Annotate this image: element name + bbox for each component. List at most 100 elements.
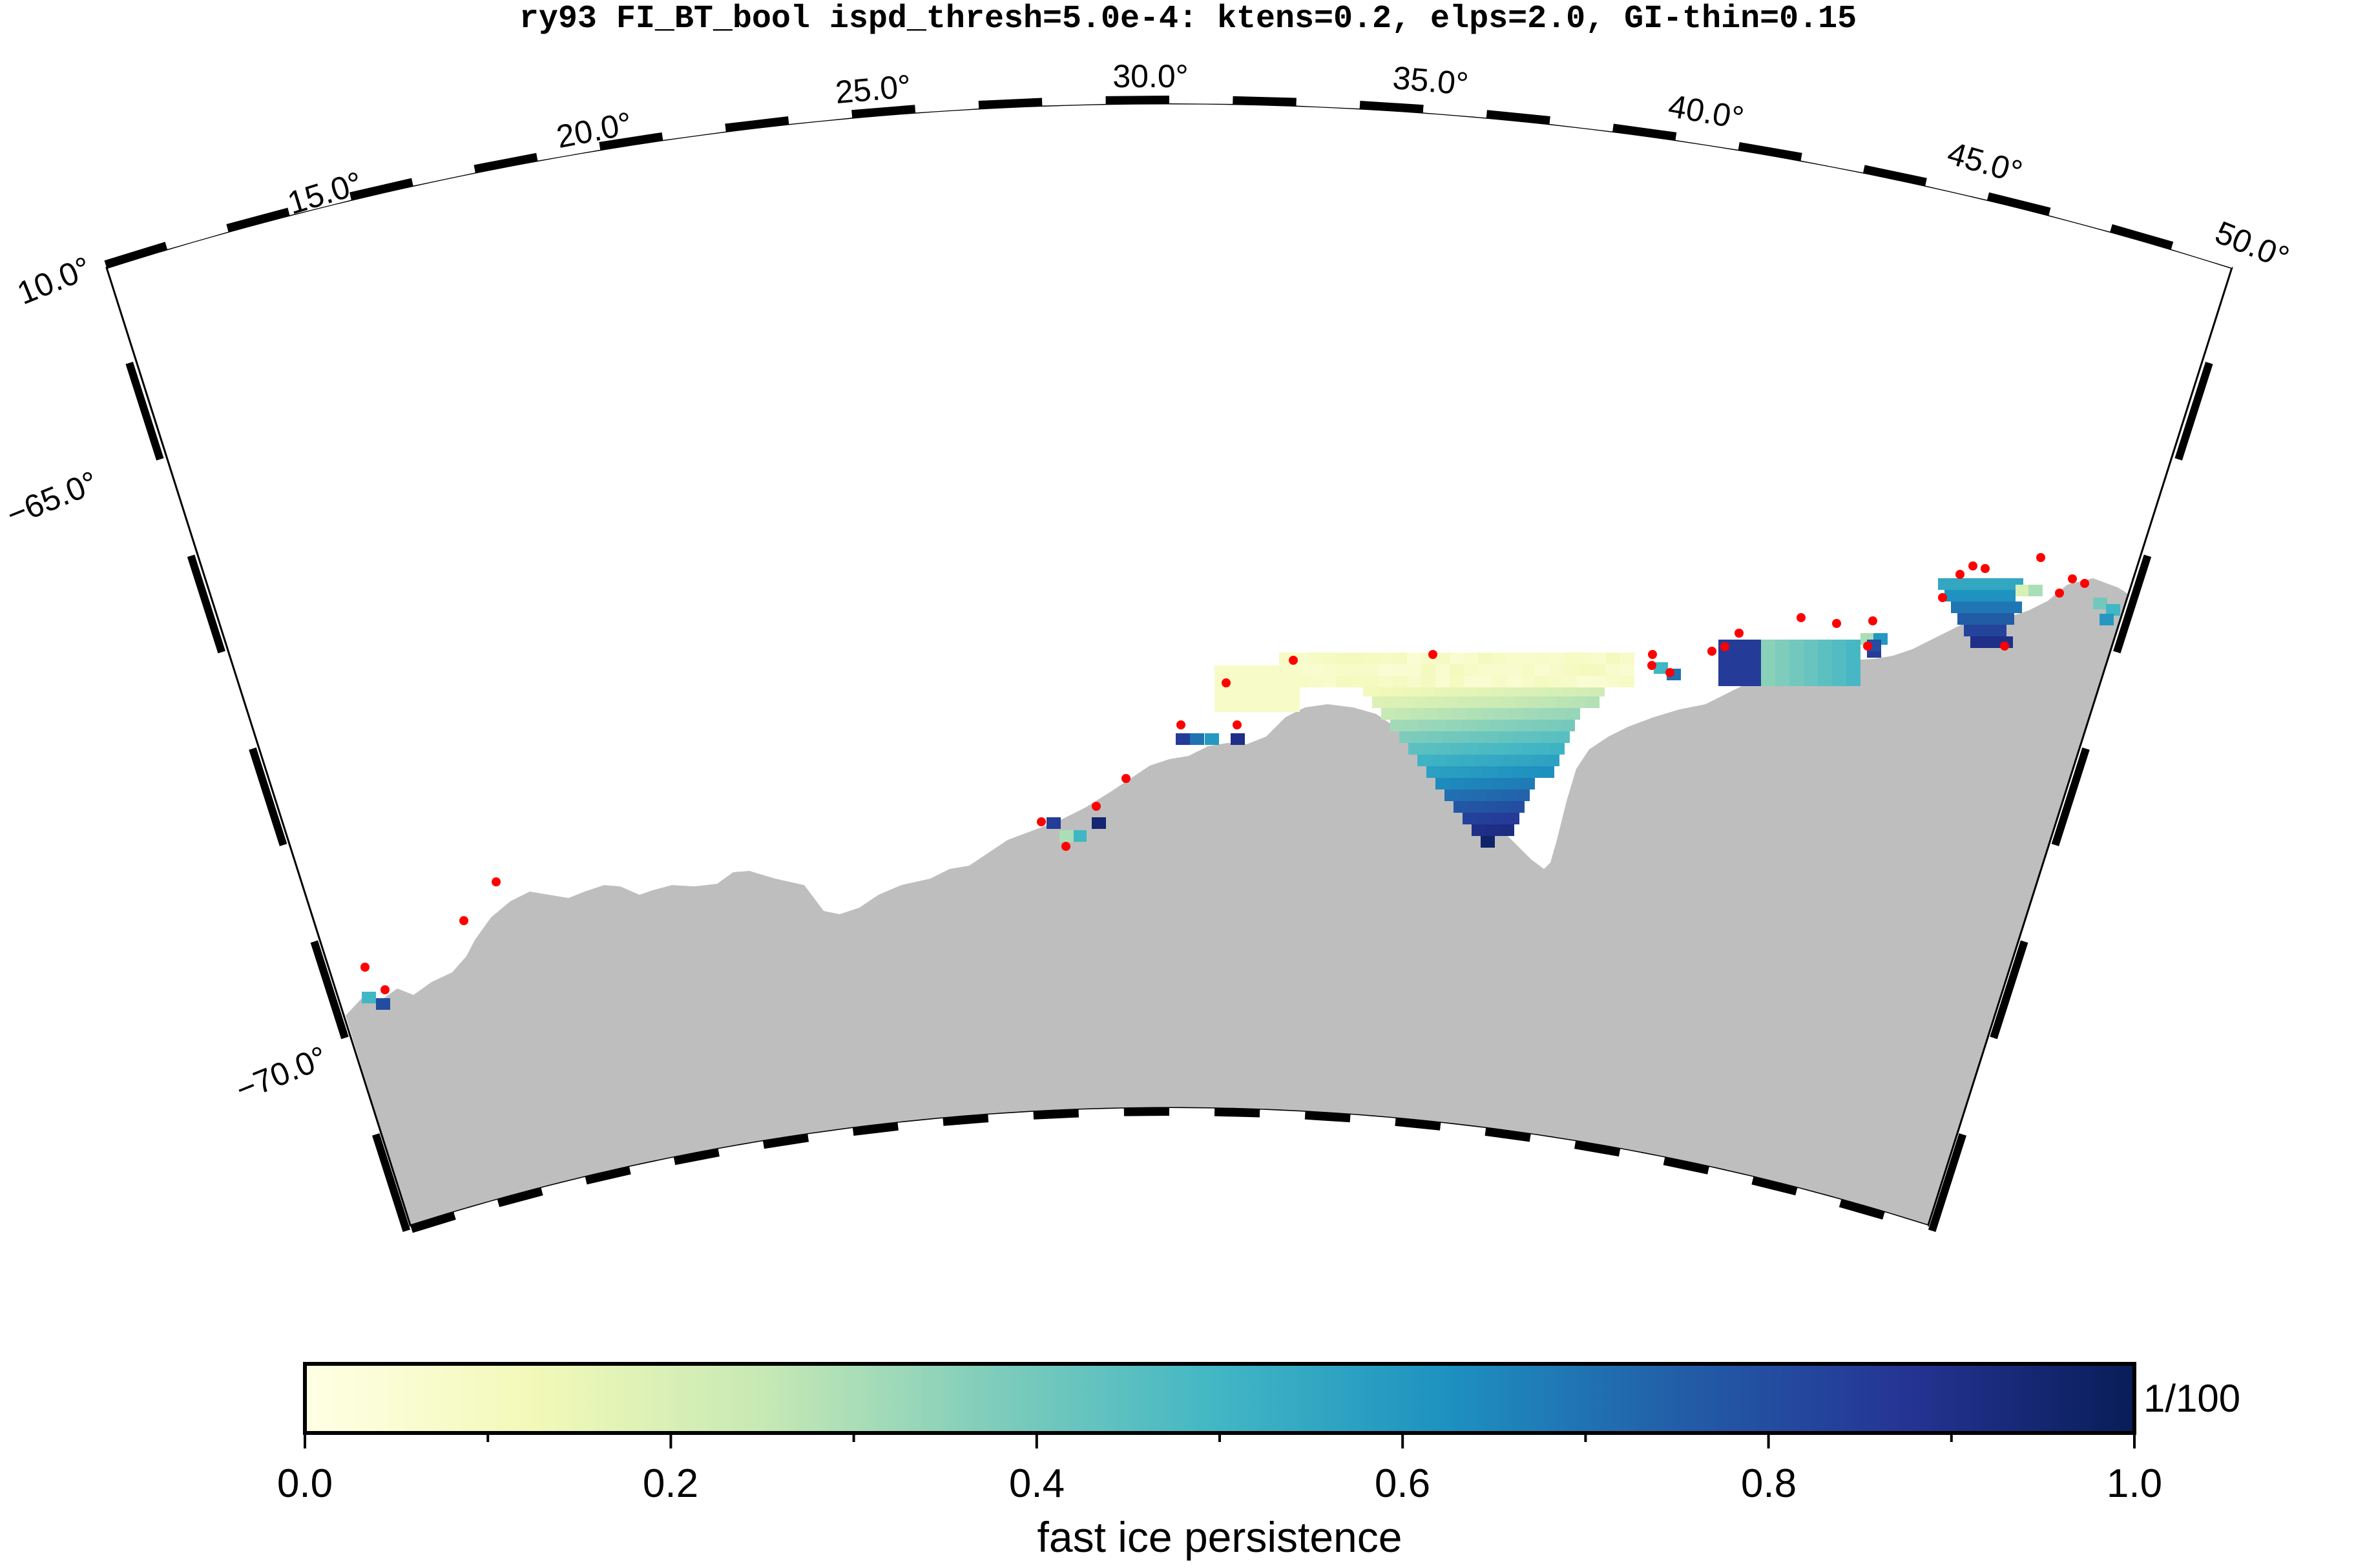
fast-ice-cell (1432, 755, 1446, 766)
frame-segment (1169, 1112, 1214, 1113)
fast-ice-cell (1492, 653, 1506, 664)
fast-ice-cell (1450, 664, 1464, 676)
fast-ice-cell (1523, 708, 1537, 720)
fast-ice-cell (1433, 720, 1447, 731)
fast-ice-cell (1481, 708, 1495, 720)
frame-segment (1550, 120, 1613, 128)
fast-ice-cell (1517, 755, 1531, 766)
fast-ice-cell (1549, 664, 1563, 676)
fast-ice-cell (1286, 665, 1300, 677)
fast-ice-cell (1490, 720, 1504, 731)
fast-ice-cell (1243, 700, 1257, 712)
fast-ice-cell (1606, 664, 1620, 676)
fast-ice-cell (1804, 640, 1818, 651)
fast-ice-cell (1832, 674, 1846, 686)
lon-label-35: 35.0° (1391, 59, 1470, 102)
fast-ice-cell (1557, 696, 1571, 708)
frame-segment (1106, 99, 1169, 100)
fast-ice-cell (1718, 651, 1733, 663)
frame-segment (222, 652, 253, 748)
fast-ice-cell (1459, 789, 1473, 801)
colorbar-tick-1: 0.2 (643, 1461, 698, 1506)
fast-ice-cell (1747, 651, 1761, 663)
lon-label-40: 40.0° (1665, 87, 1746, 136)
fast-ice-cell (1804, 651, 1818, 663)
fast-ice-cell (1072, 830, 1087, 842)
fast-ice-cell (1438, 708, 1452, 720)
fast-ice-cell (1592, 653, 1606, 664)
lon-label-45: 45.0° (1944, 135, 2027, 191)
fast-ice-cell (1818, 674, 1832, 686)
fast-ice-cell (1429, 696, 1443, 708)
fast-ice-cell (1464, 664, 1478, 676)
fast-ice-cell (1761, 651, 1775, 663)
fast-ice-cell (1401, 696, 1415, 708)
lon-label-30: 30.0° (1112, 58, 1188, 94)
fast-ice-cell (1404, 720, 1419, 731)
fast-ice-cell (1733, 663, 1747, 674)
fast-ice-cell (1322, 676, 1336, 687)
fast-ice-cell (1421, 676, 1435, 687)
frame-segment (1124, 1112, 1169, 1113)
fast-ice-cell (1563, 676, 1578, 687)
colorbar: 0.0 0.2 0.4 0.6 0.8 1.0 1/100 fast ice p… (277, 1364, 2240, 1561)
grounded-iceberg-point (1832, 619, 1841, 628)
fast-ice-cell (1364, 676, 1379, 687)
frame-segment (1613, 128, 1676, 136)
fast-ice-cell (1450, 778, 1464, 789)
fast-ice-cell (1407, 664, 1421, 676)
fast-ice-cell (1818, 651, 1832, 663)
fast-ice-cell (1478, 676, 1492, 687)
fast-ice-cell (1469, 766, 1483, 778)
fast-ice-cell (1443, 696, 1457, 708)
fast-ice-cell (1286, 689, 1300, 700)
fast-ice-cell (1733, 674, 1747, 686)
fast-ice-cell (1761, 674, 1775, 686)
fast-ice-cell (1428, 731, 1442, 743)
fast-ice-cell (1964, 625, 1978, 636)
fast-ice-cell (1488, 755, 1503, 766)
fast-ice-cell (1492, 778, 1506, 789)
fast-ice-cell (1972, 613, 1986, 625)
fast-ice-cell (1500, 824, 1514, 836)
fast-ice-cell (1372, 696, 1386, 708)
colorbar-unit: 1/100 (2143, 1377, 2240, 1420)
fast-ice-cell (1545, 755, 1559, 766)
fast-ice-cell (376, 998, 390, 1010)
fast-ice-cell (1463, 813, 1477, 824)
fast-ice-cell (1364, 653, 1379, 664)
fast-ice-cell (1415, 696, 1429, 708)
fast-ice-cell (1503, 755, 1517, 766)
fast-ice-cell (1606, 653, 1620, 664)
fast-ice-cell (1452, 708, 1466, 720)
fast-ice-cell (1504, 720, 1518, 731)
frame-segment (1034, 1114, 1079, 1116)
frame-segment (1350, 1118, 1395, 1122)
frame-segment (1395, 1122, 1441, 1127)
frame-segment (943, 1118, 988, 1122)
latitude-labels: −65.0° −70.0° (1, 464, 332, 1108)
fast-ice-cell (1532, 720, 1547, 731)
fast-ice-cell (1450, 653, 1464, 664)
fast-ice-cell (1578, 653, 1592, 664)
fast-ice-cell (1994, 601, 2008, 613)
fast-ice-cell (1229, 677, 1243, 689)
fast-ice-cell (1508, 743, 1522, 755)
fast-ice-cell (1461, 720, 1475, 731)
grounded-iceberg-point (1797, 613, 1806, 622)
fast-ice-cell (1789, 651, 1804, 663)
colorbar-label: fast ice persistence (1037, 1513, 1402, 1561)
frame-segment (979, 102, 1042, 105)
fast-ice-cell (1413, 731, 1428, 743)
grounded-iceberg-point (2080, 579, 2089, 588)
lat-label-70: −70.0° (231, 1039, 332, 1108)
fast-ice-cell (2093, 598, 2107, 609)
fast-ice-cell (1481, 836, 1495, 848)
fast-ice-cell (1395, 708, 1410, 720)
fast-ice-cell (1243, 677, 1257, 689)
fast-ice-cell (1419, 720, 1433, 731)
grounded-iceberg-point (2036, 553, 2045, 562)
frame-segment (2209, 266, 2240, 362)
fast-ice-cell (1350, 653, 1364, 664)
grounded-iceberg-point (2068, 574, 2077, 583)
